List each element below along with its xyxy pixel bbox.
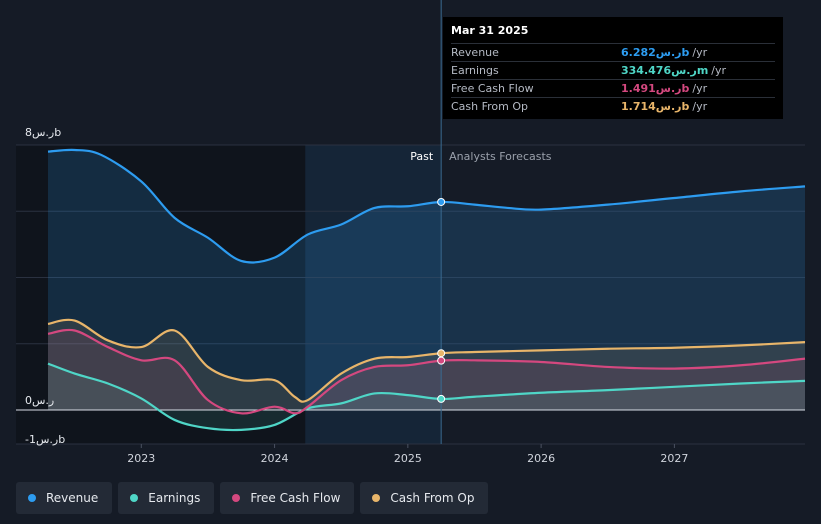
legend-item-earnings[interactable]: Earnings <box>118 482 215 514</box>
tooltip-row-revenue: Revenue ر.س6.282b /yr <box>451 43 775 61</box>
tooltip-value: ر.س1.491b <box>621 82 690 95</box>
tooltip-row-cash-from-op: Cash From Op ر.س1.714b /yr <box>451 97 775 115</box>
tooltip-unit: /yr <box>692 46 708 59</box>
y-axis-top-label: ر.س8b <box>25 126 61 139</box>
x-tick-label: 2027 <box>660 452 688 465</box>
legend-label: Free Cash Flow <box>250 491 341 505</box>
legend-dot-icon <box>372 494 381 502</box>
legend-item-free-cash-flow[interactable]: Free Cash Flow <box>220 482 355 514</box>
legend-dot-icon <box>28 494 36 502</box>
legend-dot-icon <box>232 494 241 502</box>
x-axis-ticks: 2023 2024 2025 2026 2027 <box>127 444 688 465</box>
legend-dot-icon <box>130 494 139 502</box>
tooltip-label: Free Cash Flow <box>451 82 534 95</box>
tooltip-value: ر.س6.282b <box>621 46 690 59</box>
earnings-line <box>47 362 806 432</box>
tooltip-date: Mar 31 2025 <box>451 24 529 37</box>
series-lines <box>47 148 806 432</box>
legend-label: Revenue <box>46 491 99 505</box>
x-tick-label: 2024 <box>261 452 289 465</box>
x-tick-label: 2026 <box>527 452 555 465</box>
cash-from-op-marker <box>437 349 446 358</box>
tooltip-row-earnings: Earnings ر.س334.476m /yr <box>451 61 775 79</box>
revenue-marker <box>437 197 446 206</box>
past-label: Past <box>410 150 434 163</box>
legend-item-revenue[interactable]: Revenue <box>16 482 113 514</box>
cash-from-op-line <box>47 318 806 403</box>
revenue-line <box>47 148 806 264</box>
tooltip-value: ر.س1.714b <box>621 100 690 113</box>
y-axis-bottom-label: -ر.س1b <box>25 433 65 446</box>
tooltip-row-free-cash-flow: Free Cash Flow ر.س1.491b /yr <box>451 79 775 97</box>
legend-item-cash-from-op[interactable]: Cash From Op <box>360 482 489 514</box>
free-cash-flow-area <box>48 329 805 414</box>
series-markers <box>437 197 446 403</box>
earnings-marker <box>437 394 446 403</box>
free-cash-flow-marker <box>437 356 446 365</box>
data-tooltip: Mar 31 2025 Revenue ر.س6.282b /yr Earnin… <box>443 17 783 119</box>
tooltip-unit: /yr <box>692 100 708 113</box>
legend-label: Cash From Op <box>390 491 475 505</box>
revenue-area <box>48 149 805 410</box>
tooltip-value: ر.س334.476m <box>621 64 709 77</box>
tooltip-label: Cash From Op <box>451 100 529 113</box>
y-axis-zero-label: ر.س0 <box>25 394 54 407</box>
tooltip-unit: /yr <box>692 82 708 95</box>
tooltip-label: Revenue <box>451 46 499 59</box>
legend-label: Earnings <box>148 491 201 505</box>
forecast-label: Analysts Forecasts <box>449 150 552 163</box>
x-tick-label: 2023 <box>127 452 155 465</box>
tooltip-label: Earnings <box>451 64 499 77</box>
x-tick-label: 2025 <box>394 452 422 465</box>
free-cash-flow-line <box>47 328 806 415</box>
cash-from-op-area <box>48 319 805 410</box>
tooltip-unit: /yr <box>711 64 727 77</box>
chart-legend: Revenue Earnings Free Cash Flow Cash Fro… <box>16 482 489 514</box>
